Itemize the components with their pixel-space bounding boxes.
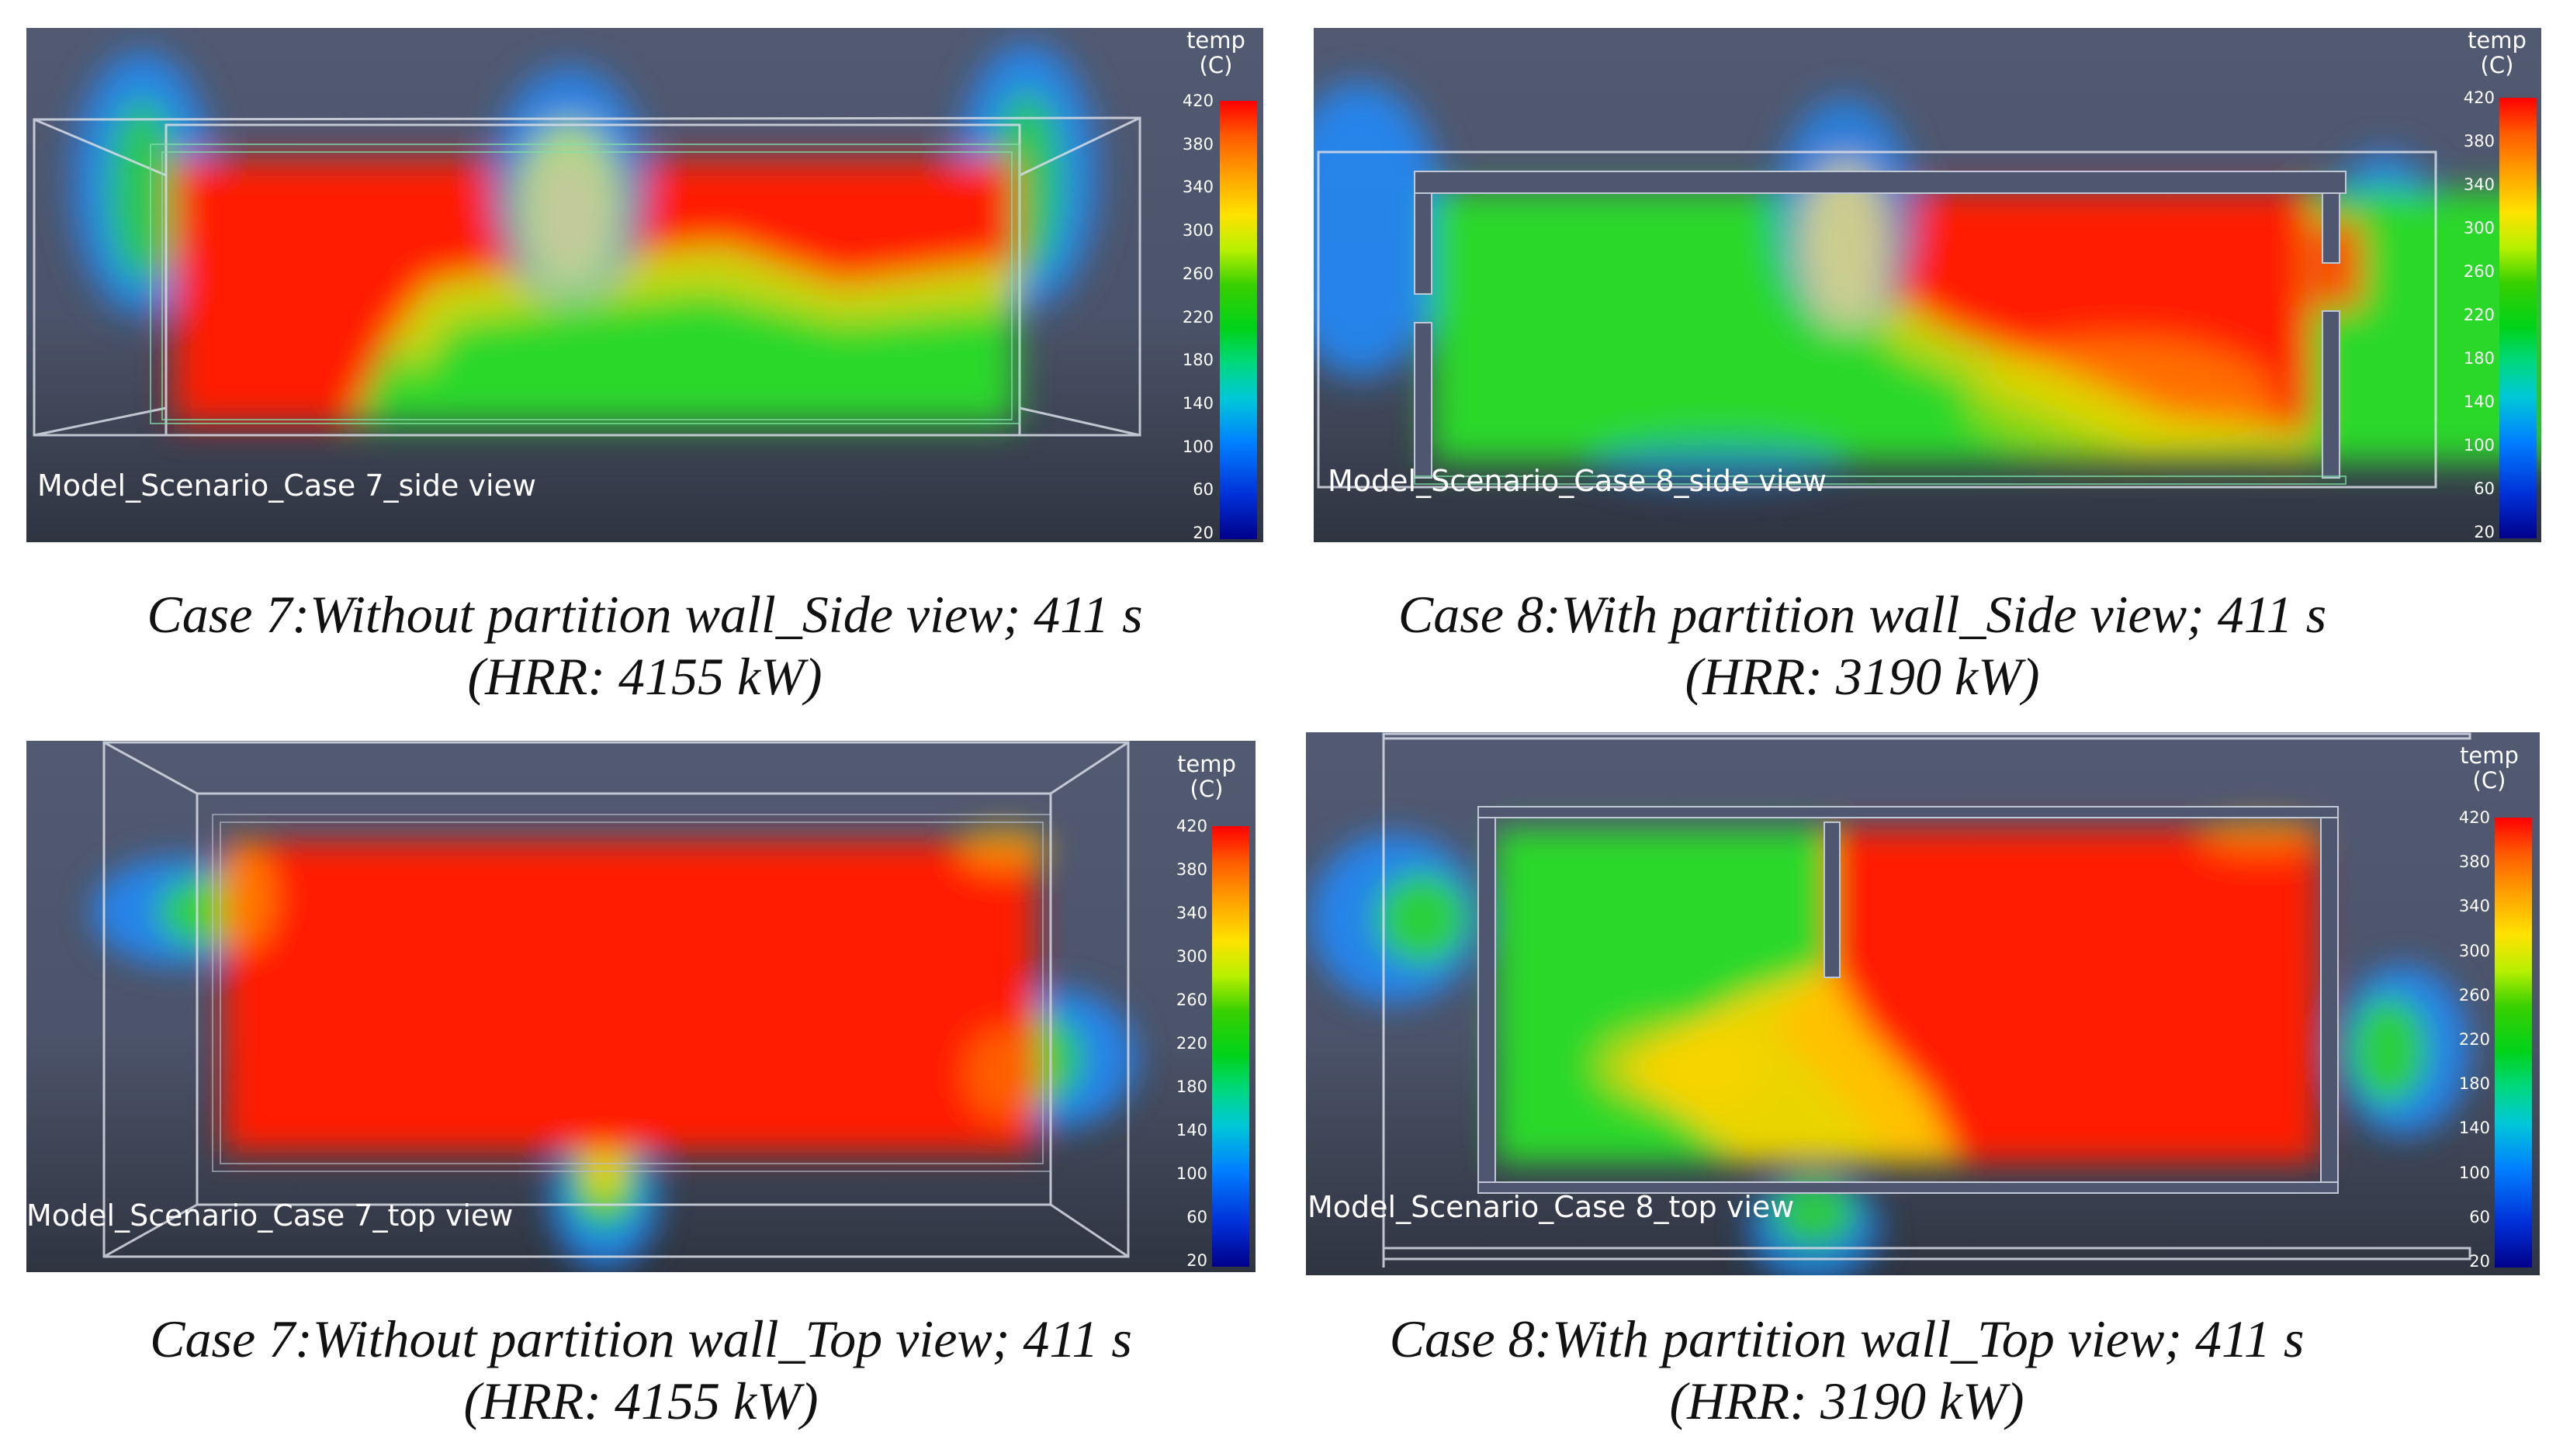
colorbar-tick-label: 100 <box>1182 437 1214 456</box>
colorbar-tick-label: 420 <box>1176 817 1207 835</box>
colorbar-tick-label: 140 <box>1176 1121 1207 1140</box>
temperature-colorbar <box>1212 826 1249 1267</box>
colorbar-title: temp (C) <box>2460 742 2519 794</box>
colorbar-tick-label: 340 <box>2458 897 2490 916</box>
colorbar-tick-label: 260 <box>2463 262 2495 281</box>
colorbar-tick-label: 100 <box>2458 1163 2490 1182</box>
colorbar-tick-label: 420 <box>2458 808 2490 827</box>
colorbar-title: temp (C) <box>2468 28 2527 78</box>
caption-line: Case 7:Without partition wall_Side view;… <box>147 585 1143 644</box>
colorbar-tick-label: 180 <box>2458 1074 2490 1094</box>
case7-side-caption: Case 7:Without partition wall_Side view;… <box>26 583 1263 707</box>
colorbar-tick-label: 60 <box>1186 1208 1207 1226</box>
caption-line: (HRR: 3190 kW) <box>1669 1371 2024 1430</box>
caption-line: (HRR: 3190 kW) <box>1685 647 2040 706</box>
caption-line: (HRR: 4155 kW) <box>467 647 823 706</box>
case7-side-view-label: Model_Scenario_Case 7_side view <box>37 469 536 503</box>
case8-top-view-label: Model_Scenario_Case 8_top view <box>1307 1190 1795 1224</box>
colorbar-tick-label: 300 <box>1176 947 1207 966</box>
colorbar-tick-label: 220 <box>2458 1030 2490 1049</box>
colorbar-title: temp (C) <box>1177 751 1236 802</box>
case7-top-view-panel: Model_Scenario_Case 7_top view temp (C) 4… <box>26 741 1256 1272</box>
colorbar-tick-label: 180 <box>2463 349 2495 368</box>
colorbar-title: temp (C) <box>1186 28 1245 78</box>
case8-side-view-label: Model_Scenario_Case 8_side view <box>1328 464 1827 498</box>
colorbar-tick-label: 420 <box>2463 88 2495 107</box>
colorbar-tick-label: 20 <box>2474 523 2495 541</box>
caption-line: Case 7:Without partition wall_Top view; … <box>150 1309 1132 1368</box>
colorbar-tick-label: 380 <box>2463 132 2495 150</box>
colorbar-tick-label: 300 <box>2463 219 2495 237</box>
colorbar-tick-label: 380 <box>1176 860 1207 879</box>
colorbar-tick-label: 60 <box>1193 480 1214 500</box>
colorbar-tick-label: 300 <box>2458 941 2490 960</box>
case8-side-view-panel: Model_Scenario_Case 8_side view temp (C) … <box>1314 28 2541 542</box>
colorbar-tick-label: 20 <box>1186 1251 1207 1270</box>
case8-top-caption: Case 8:With partition wall_Top view; 411… <box>1242 1308 2452 1432</box>
case8-side-temperature-field <box>1314 82 2541 489</box>
colorbar-tick-label: 300 <box>1182 221 1214 240</box>
colorbar-tick-label: 20 <box>1193 524 1214 542</box>
colorbar-tick-label: 60 <box>2469 1207 2490 1226</box>
colorbar-tick-label: 20 <box>2469 1252 2490 1271</box>
temperature-colorbar <box>1220 101 1257 539</box>
colorbar-tick-label: 220 <box>1182 307 1214 327</box>
colorbar-tick-label: 260 <box>1182 264 1214 283</box>
colorbar-tick-label: 100 <box>1176 1164 1207 1183</box>
caption-line: Case 8:With partition wall_Side view; 41… <box>1398 585 2327 644</box>
colorbar-tick-label: 220 <box>1176 1034 1207 1053</box>
colorbar-tick-label: 140 <box>1182 393 1214 413</box>
temperature-colorbar <box>2495 818 2532 1268</box>
colorbar-tick-label: 340 <box>2463 175 2495 194</box>
caption-line: Case 8:With partition wall_Top view; 411… <box>1389 1309 2305 1368</box>
case7-side-temperature-field <box>33 43 1141 437</box>
case8-side-caption: Case 8:With partition wall_Side view; 41… <box>1257 583 2468 707</box>
colorbar-tick-label: 340 <box>1182 178 1214 197</box>
case8-top-view-panel: Model_Scenario_Case 8_top view temp (C) 4… <box>1306 732 2540 1275</box>
case7-top-view-label: Model_Scenario_Case 7_top view <box>26 1198 514 1233</box>
colorbar-tick-label: 140 <box>2463 393 2495 411</box>
temperature-colorbar <box>2499 98 2537 538</box>
colorbar-tick-label: 100 <box>2463 436 2495 455</box>
colorbar-tick-label: 420 <box>1182 92 1214 110</box>
caption-line: (HRR: 4155 kW) <box>463 1371 819 1430</box>
case7-top-caption: Case 7:Without partition wall_Top view; … <box>26 1308 1256 1432</box>
colorbar-tick-label: 340 <box>1176 904 1207 922</box>
colorbar-tick-label: 60 <box>2474 479 2495 498</box>
colorbar-tick-label: 220 <box>2463 306 2495 324</box>
case7-top-temperature-field <box>92 741 1136 1268</box>
colorbar-tick-label: 380 <box>1182 134 1214 154</box>
colorbar-tick-label: 260 <box>2458 985 2490 1005</box>
colorbar-tick-label: 380 <box>2458 853 2490 872</box>
colorbar-tick-label: 180 <box>1176 1077 1207 1096</box>
colorbar-tick-label: 260 <box>1176 991 1207 1009</box>
colorbar-tick-label: 180 <box>1182 351 1214 370</box>
colorbar-tick-label: 140 <box>2458 1119 2490 1138</box>
case7-side-view-panel: Model_Scenario_Case 7_side view temp (C) … <box>26 28 1263 542</box>
case8-top-temperature-field <box>1310 732 2471 1275</box>
